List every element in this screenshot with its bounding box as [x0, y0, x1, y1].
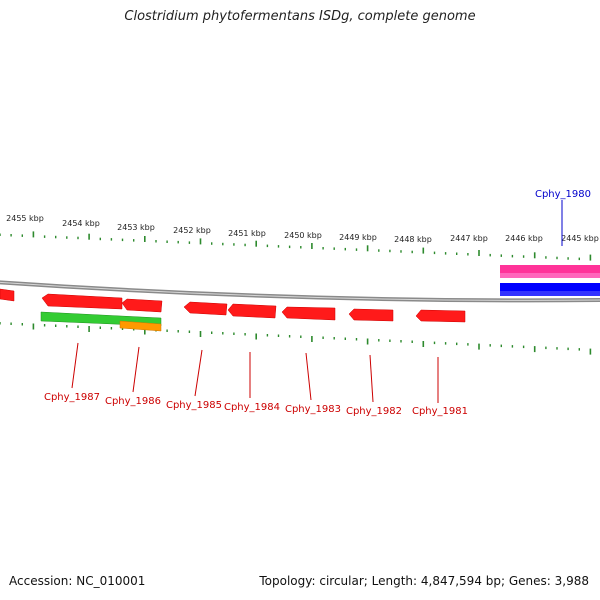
gene-label-cphy-1987: Cphy_1987 [44, 392, 100, 403]
gene-label-cphy-1983: Cphy_1983 [285, 404, 341, 415]
scale-label: 2454 kbp [62, 219, 100, 228]
scale-label: 2453 kbp [117, 223, 155, 232]
cds-arrow-cphy-1987 [41, 293, 123, 310]
orange-feature [119, 320, 162, 332]
label-leaders [71, 342, 439, 403]
scale-label: 2451 kbp [228, 229, 266, 238]
gene-label-cphy-1984: Cphy_1984 [224, 402, 280, 413]
cds-arrow-cphy-1985 [183, 301, 228, 316]
accession-text: Accession: NC_010001 [9, 574, 146, 588]
scale-label: 2447 kbp [450, 234, 488, 243]
scale-label: 2452 kbp [173, 226, 211, 235]
map-title: Clostridium phytofermentans ISDg, comple… [124, 9, 476, 24]
scale-label: 2445 kbp [561, 234, 599, 243]
gene-label-cphy-1986: Cphy_1986 [105, 396, 161, 407]
cds-arrow-cphy-1986 [121, 298, 163, 313]
cds-arrow-cphy-1982 [348, 308, 394, 322]
scale-label: 2448 kbp [394, 235, 432, 244]
cds-arrow-cphy-1983 [281, 306, 336, 321]
scale-label: 2455 kbp [6, 214, 44, 223]
cds-arrow-partial [0, 288, 15, 302]
gene-label-cphy-1985: Cphy_1985 [166, 400, 222, 411]
scale-label: 2450 kbp [284, 231, 322, 240]
scale-label: 2449 kbp [339, 233, 377, 242]
gene-labels: Cphy_1987 Cphy_1986 Cphy_1985 Cphy_1984 … [44, 392, 468, 417]
cds-arrow-cphy-1981 [415, 309, 466, 323]
gene-label-cphy-1982: Cphy_1982 [346, 406, 402, 417]
gene-label-cphy-1981: Cphy_1981 [412, 406, 468, 417]
scale-ticks-outer [0, 231, 592, 261]
scale-label: 2446 kbp [505, 234, 543, 243]
features [0, 265, 600, 332]
gene-label-cphy-1980: Cphy_1980 [535, 189, 591, 200]
scale-labels: 2455 kbp 2454 kbp 2453 kbp 2452 kbp 2451 kbp… [6, 214, 599, 244]
topology-text: Topology: circular; Length: 4,847,594 bp… [259, 574, 589, 588]
cds-arrow-cphy-1984 [227, 303, 277, 319]
scale-ticks-inner [0, 322, 592, 355]
